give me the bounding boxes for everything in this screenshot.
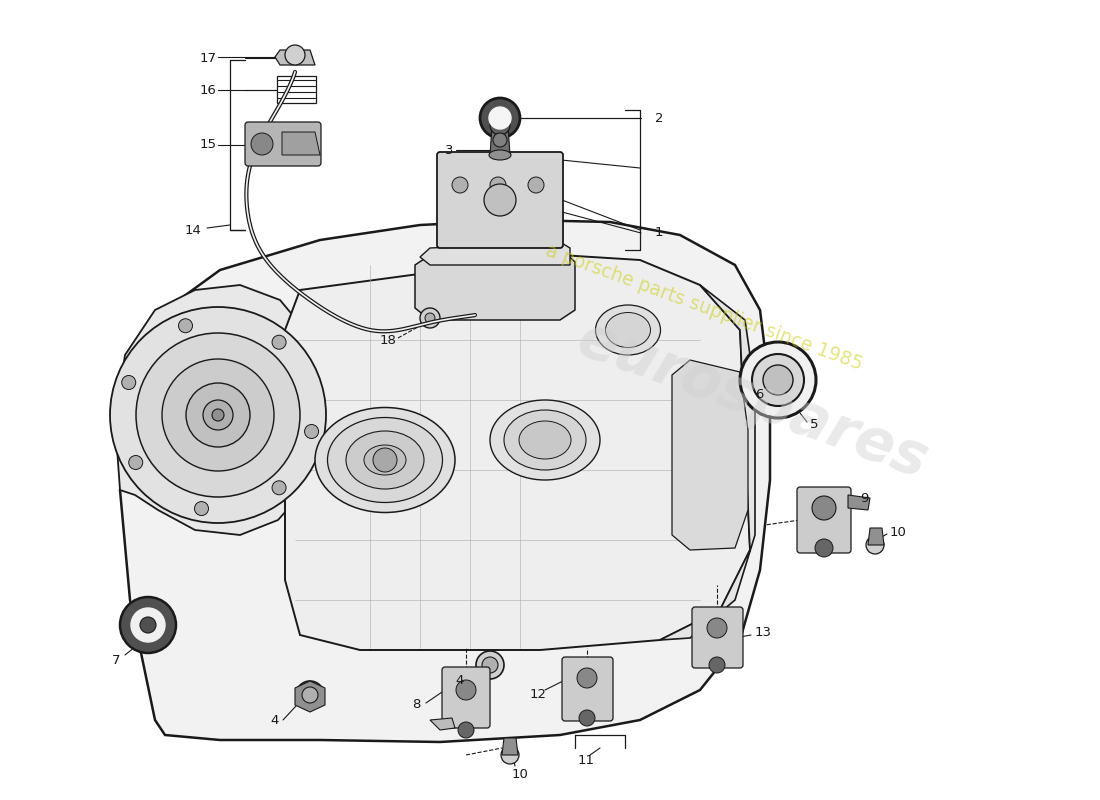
Text: 14: 14 <box>185 223 202 237</box>
Circle shape <box>204 400 233 430</box>
Circle shape <box>186 383 250 447</box>
Text: eurospares: eurospares <box>571 310 936 490</box>
Text: 6: 6 <box>755 389 763 402</box>
FancyBboxPatch shape <box>442 667 490 728</box>
Circle shape <box>458 722 474 738</box>
Polygon shape <box>430 718 455 730</box>
Text: 7: 7 <box>112 654 121 666</box>
Circle shape <box>131 608 165 642</box>
FancyBboxPatch shape <box>798 487 851 553</box>
Circle shape <box>452 177 468 193</box>
Ellipse shape <box>315 407 455 513</box>
Circle shape <box>272 481 286 494</box>
Text: 1: 1 <box>654 226 663 239</box>
Ellipse shape <box>504 410 586 470</box>
Text: 4: 4 <box>455 674 463 686</box>
Text: 16: 16 <box>200 83 217 97</box>
Ellipse shape <box>519 421 571 459</box>
Polygon shape <box>415 248 575 320</box>
Polygon shape <box>868 528 884 545</box>
Circle shape <box>528 177 544 193</box>
Circle shape <box>296 681 324 709</box>
Polygon shape <box>295 681 324 712</box>
Circle shape <box>493 133 507 147</box>
Circle shape <box>484 184 516 216</box>
Text: 18: 18 <box>379 334 397 346</box>
Text: 2: 2 <box>654 111 663 125</box>
Circle shape <box>140 617 156 633</box>
Circle shape <box>122 375 135 390</box>
Circle shape <box>763 365 793 395</box>
FancyBboxPatch shape <box>437 152 563 248</box>
Circle shape <box>251 133 273 155</box>
Text: 10: 10 <box>890 526 906 538</box>
FancyBboxPatch shape <box>692 607 742 668</box>
Ellipse shape <box>346 431 424 489</box>
Ellipse shape <box>364 445 406 475</box>
Circle shape <box>110 307 326 523</box>
Circle shape <box>373 448 397 472</box>
Circle shape <box>482 657 498 673</box>
Text: 12: 12 <box>530 689 547 702</box>
Polygon shape <box>275 50 315 65</box>
Circle shape <box>490 107 512 129</box>
Ellipse shape <box>328 418 442 502</box>
Circle shape <box>178 318 192 333</box>
Circle shape <box>476 651 504 679</box>
Circle shape <box>129 455 143 470</box>
Polygon shape <box>660 285 755 640</box>
Circle shape <box>490 177 506 193</box>
Text: 17: 17 <box>200 51 217 65</box>
Text: 10: 10 <box>512 769 529 782</box>
Circle shape <box>579 710 595 726</box>
Circle shape <box>710 657 725 673</box>
Text: 15: 15 <box>200 138 217 151</box>
FancyBboxPatch shape <box>562 657 613 721</box>
Text: 9: 9 <box>860 491 868 505</box>
Circle shape <box>490 115 510 135</box>
Text: a porsche parts supplier since 1985: a porsche parts supplier since 1985 <box>543 242 865 374</box>
Circle shape <box>302 687 318 703</box>
Polygon shape <box>490 125 510 155</box>
Circle shape <box>120 597 176 653</box>
Circle shape <box>578 668 597 688</box>
Circle shape <box>195 502 209 515</box>
Text: 5: 5 <box>810 418 818 431</box>
Circle shape <box>285 45 305 65</box>
Text: 4: 4 <box>270 714 278 726</box>
Circle shape <box>272 335 286 350</box>
Ellipse shape <box>490 150 512 160</box>
Circle shape <box>707 618 727 638</box>
Circle shape <box>740 342 816 418</box>
Polygon shape <box>502 738 518 755</box>
Ellipse shape <box>490 400 600 480</box>
Circle shape <box>815 539 833 557</box>
Circle shape <box>866 536 884 554</box>
Circle shape <box>305 425 319 438</box>
Circle shape <box>212 409 224 421</box>
Polygon shape <box>848 495 870 510</box>
Ellipse shape <box>605 313 650 347</box>
Circle shape <box>136 333 300 497</box>
Circle shape <box>752 354 804 406</box>
Circle shape <box>480 98 520 138</box>
Text: 11: 11 <box>578 754 595 766</box>
Text: 8: 8 <box>412 698 420 711</box>
Circle shape <box>812 496 836 520</box>
Circle shape <box>425 313 435 323</box>
Polygon shape <box>420 242 570 265</box>
Polygon shape <box>285 255 750 650</box>
Polygon shape <box>120 220 770 742</box>
Circle shape <box>500 746 519 764</box>
Polygon shape <box>282 132 320 155</box>
Circle shape <box>162 359 274 471</box>
Ellipse shape <box>595 305 660 355</box>
Circle shape <box>456 680 476 700</box>
Text: 3: 3 <box>446 143 453 157</box>
FancyBboxPatch shape <box>245 122 321 166</box>
Polygon shape <box>116 285 315 535</box>
Circle shape <box>420 308 440 328</box>
Text: 13: 13 <box>755 626 772 639</box>
Polygon shape <box>672 360 748 550</box>
